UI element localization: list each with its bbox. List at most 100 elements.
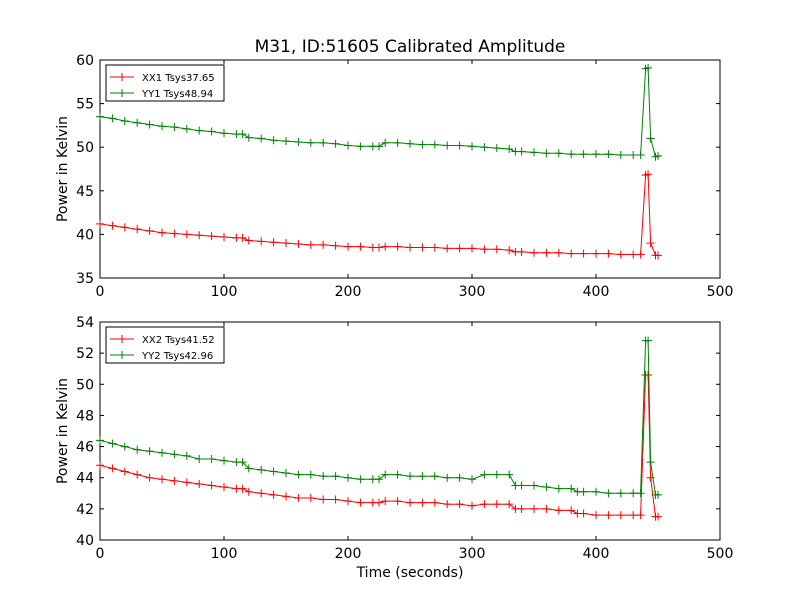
data-point: [319, 472, 328, 481]
data-point: [554, 506, 563, 515]
data-point: [238, 484, 247, 493]
y-tick-label: 54: [76, 315, 94, 331]
data-point: [331, 472, 340, 481]
data-point: [592, 511, 600, 520]
data-point: [170, 476, 179, 485]
data-point: [443, 473, 452, 482]
data-point: [269, 238, 278, 247]
data-point: [195, 231, 204, 240]
legend-marker: [118, 89, 126, 97]
x-tick-label: 200: [335, 546, 362, 562]
data-point: [145, 120, 154, 129]
data-point: [629, 511, 638, 520]
data-point: [418, 498, 427, 507]
y-tick-label: 40: [76, 227, 94, 243]
data-point: [306, 470, 315, 479]
data-point: [393, 497, 402, 506]
data-point: [567, 484, 576, 493]
y-tick-label: 55: [76, 97, 94, 113]
y-tick-label: 48: [76, 408, 94, 424]
data-point: [331, 139, 340, 148]
data-point: [554, 484, 563, 493]
data-point: [238, 233, 247, 242]
data-point: [133, 445, 142, 454]
data-point: [182, 230, 191, 239]
data-point: [604, 511, 613, 520]
data-point: [468, 244, 476, 253]
y-axis-label: Power in Kelvin: [55, 378, 71, 484]
x-axis-label: Time (seconds): [356, 565, 464, 581]
data-point: [455, 244, 464, 253]
data-point: [344, 497, 352, 506]
data-point: [145, 447, 154, 456]
data-point: [646, 239, 655, 248]
data-point: [220, 129, 228, 138]
data-point: [646, 134, 655, 143]
data-point: [530, 481, 538, 490]
data-point: [418, 140, 427, 149]
data-point: [120, 117, 129, 126]
data-point: [220, 456, 228, 465]
data-point: [579, 487, 588, 496]
data-point: [294, 239, 303, 248]
data-point: [133, 225, 142, 234]
y-tick-label: 50: [76, 377, 94, 393]
data-point: [375, 243, 383, 252]
x-tick-label: 0: [96, 284, 105, 300]
y-tick-label: 50: [76, 140, 94, 156]
data-point: [592, 249, 600, 258]
data-point: [418, 243, 427, 252]
data-point: [344, 242, 352, 251]
data-point: [644, 336, 653, 345]
data-point: [604, 150, 613, 159]
x-tick-label: 300: [459, 546, 486, 562]
data-point: [644, 170, 653, 179]
data-point: [616, 151, 625, 160]
data-point: [592, 487, 600, 496]
data-point: [244, 487, 253, 496]
data-point: [542, 483, 551, 492]
data-point: [517, 504, 526, 513]
data-point: [530, 248, 538, 257]
legend-label: YY1 Tsys48.94: [141, 89, 213, 100]
data-point: [170, 123, 179, 132]
chart-title: M31, ID:51605 Calibrated Amplitude: [255, 37, 566, 57]
x-tick-label: 400: [583, 546, 610, 562]
data-point: [108, 114, 117, 123]
legend-marker: [118, 351, 126, 359]
x-tick-label: 500: [707, 546, 734, 562]
data-point: [579, 150, 588, 159]
data-point: [306, 240, 315, 249]
x-tick-label: 100: [211, 284, 238, 300]
data-point: [356, 142, 365, 151]
data-point: [406, 139, 414, 148]
data-point: [505, 470, 514, 479]
data-point: [530, 504, 538, 513]
data-point: [257, 134, 266, 143]
data-point: [430, 472, 439, 481]
legend-box: [105, 64, 225, 102]
data-point: [238, 458, 247, 467]
data-point: [579, 509, 588, 518]
y-tick-label: 44: [76, 471, 94, 487]
data-point: [636, 489, 645, 498]
data-point: [554, 248, 563, 257]
data-point: [220, 483, 228, 492]
data-point: [654, 490, 662, 499]
data-point: [170, 229, 179, 238]
data-point: [182, 478, 191, 487]
data-point: [257, 237, 266, 246]
data-point: [567, 506, 576, 515]
legend-label: YY2 Tsys42.96: [141, 351, 213, 362]
data-point: [207, 232, 216, 241]
data-point: [356, 475, 365, 484]
data-point: [269, 490, 278, 499]
data-point: [381, 470, 390, 479]
data-point: [505, 246, 514, 255]
data-point: [220, 233, 228, 242]
data-point: [294, 137, 303, 146]
data-point: [344, 473, 352, 482]
legend-marker: [118, 73, 126, 81]
data-point: [108, 221, 117, 230]
